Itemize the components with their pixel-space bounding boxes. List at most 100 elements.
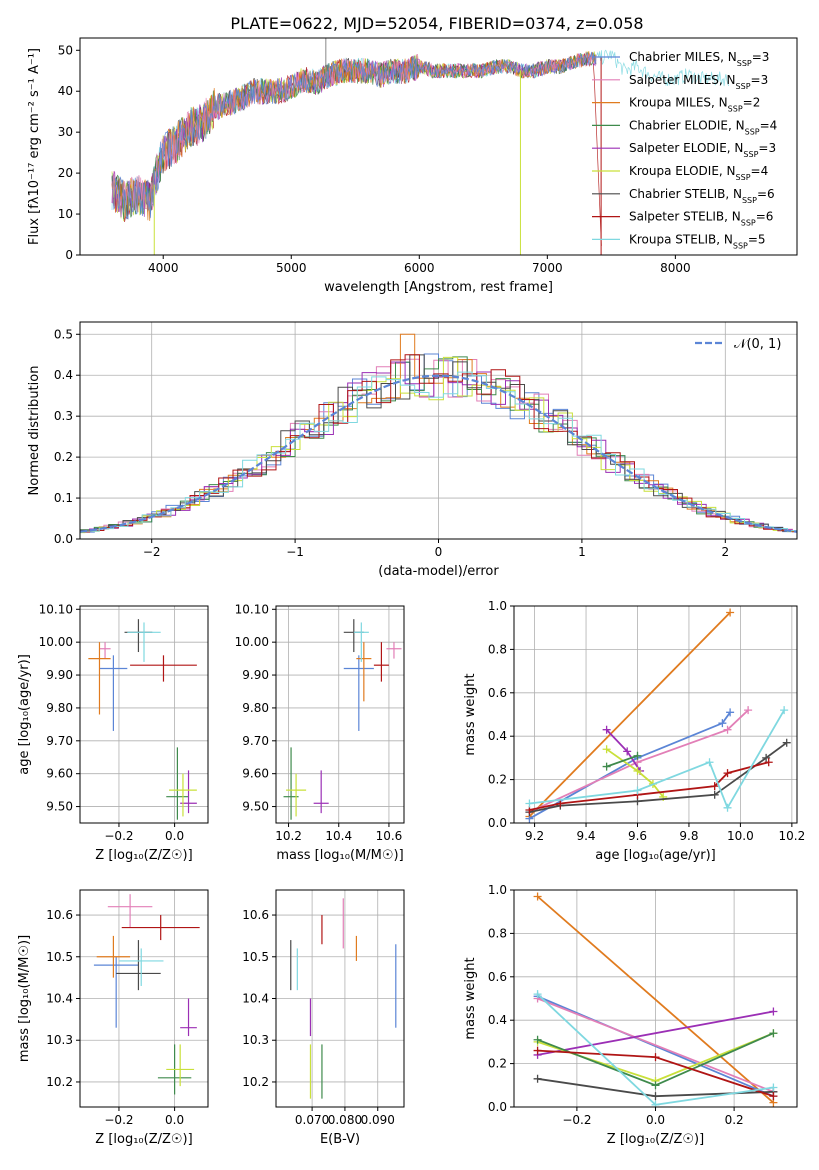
y-tick-label: 10 <box>58 207 73 221</box>
y-tick-label: 0.2 <box>54 450 73 464</box>
plot-area <box>79 333 798 534</box>
y-tick-label: 0.8 <box>488 642 507 656</box>
plot-area <box>88 619 197 820</box>
x-tick-label: 0 <box>435 545 443 559</box>
weight-marker-krou_stelib <box>633 786 642 795</box>
x-tick-label: 4000 <box>148 261 179 275</box>
weight-marker-krou_stelib <box>723 803 732 812</box>
x-axis-label: wavelength [Angstrom, rest frame] <box>324 280 553 295</box>
legend-label-salp_elodie: Salpeter ELODIE, NSSP=3 <box>629 141 776 159</box>
y-tick-label: 10.2 <box>242 1075 269 1089</box>
axes-frame <box>79 321 798 540</box>
y-tick-label: 9.90 <box>46 668 73 682</box>
x-tick-label: 0.0 <box>646 1113 665 1127</box>
weight-marker-krou_stelib <box>705 758 714 767</box>
x-tick-label: −2 <box>143 545 161 559</box>
y-tick-label: 0.0 <box>54 532 73 546</box>
x-tick-label: 0.080 <box>328 1113 362 1127</box>
y-tick-label: 10.3 <box>46 1033 73 1047</box>
x-axis-label: age [log₁₀(age/yr)] <box>595 848 716 863</box>
y-axis-label: mass weight <box>463 957 478 1039</box>
legend-label-chab_miles: Chabrier MILES, NSSP=3 <box>629 50 769 68</box>
y-tick-label: 30 <box>58 125 73 139</box>
x-tick-label: 8000 <box>660 261 691 275</box>
weight-marker-chab_stelib <box>533 1074 542 1083</box>
weight-marker-salp_miles <box>744 706 753 715</box>
weight-marker-salp_elodie <box>769 1007 778 1016</box>
weight-marker-chab_elodie <box>769 1029 778 1038</box>
weight-marker-salp_elodie <box>623 747 632 756</box>
y-tick-label: 10.10 <box>39 602 73 616</box>
legend-label-krou_elodie: Kroupa ELODIE, NSSP=4 <box>629 164 768 182</box>
y-tick-label: 0.5 <box>54 327 73 341</box>
legend-label-salp_miles: Salpeter MILES, NSSP=3 <box>629 73 768 91</box>
weight-marker-krou_stelib <box>780 706 789 715</box>
x-tick-label: 9.4 <box>576 829 595 843</box>
x-tick-label: 9.8 <box>679 829 698 843</box>
weight-marker-chab_miles <box>718 719 727 728</box>
weight-marker-krou_stelib <box>525 799 534 808</box>
weight-marker-chab_elodie <box>633 751 642 760</box>
legend-label-salp_stelib: Salpeter STELIB, NSSP=6 <box>629 210 773 228</box>
x-tick-label: 1 <box>578 545 586 559</box>
y-axis-label: mass weight <box>463 673 478 755</box>
y-tick-label: 0.2 <box>488 1057 507 1071</box>
weight-marker-salp_stelib <box>723 769 732 778</box>
weight-marker-krou_miles <box>533 892 542 901</box>
figure-title: PLATE=0622, MJD=52054, FIBERID=0374, z=0… <box>230 14 643 33</box>
weight-marker-chab_stelib <box>710 790 719 799</box>
weight-marker-salp_stelib <box>710 782 719 791</box>
weight-marker-salp_elodie <box>602 725 611 734</box>
y-tick-label: 9.90 <box>242 668 269 682</box>
y-tick-label: 0.4 <box>54 368 73 382</box>
y-tick-label: 10.4 <box>242 992 269 1006</box>
y-tick-label: 9.60 <box>242 767 269 781</box>
x-tick-label: 10.2 <box>778 829 805 843</box>
x-tick-label: 9.2 <box>525 829 544 843</box>
y-tick-label: 0.0 <box>488 816 507 830</box>
x-tick-label: 0.0 <box>165 1113 184 1127</box>
weight-line-krou_miles <box>528 611 731 818</box>
weight-marker-chab_miles <box>726 708 735 717</box>
weight-line-chab_stelib <box>529 741 788 813</box>
x-axis-label: E(B-V) <box>320 1132 360 1147</box>
y-tick-label: 10.4 <box>46 992 73 1006</box>
y-axis-label: Normed distribution <box>27 366 42 496</box>
y-tick-label: 10.6 <box>46 908 73 922</box>
legend-label-chab_elodie: Chabrier ELODIE, NSSP=4 <box>629 118 777 136</box>
x-tick-label: 6000 <box>404 261 435 275</box>
weight-line-salp_elodie <box>537 1010 774 1056</box>
plot-area <box>290 898 397 1099</box>
x-tick-label: 10.2 <box>275 829 302 843</box>
axes-frame <box>513 889 798 1108</box>
panel-mass_vs_Z: −0.2 0.0 10.2 10.3 10.4 10.5 10.6 Z [log₁₀(Z/Z☉… <box>17 889 209 1147</box>
weight-line-krou_elodie <box>606 748 664 798</box>
weight-line-krou_miles <box>537 895 774 1104</box>
axes-frame <box>275 889 405 1108</box>
weight-marker-salp_miles <box>723 725 732 734</box>
panel-spectrum: 4000 5000 6000 7000 8000 0 10 20 30 40 50 wavelengt… <box>27 37 798 295</box>
weight-marker-chab_stelib <box>782 738 791 747</box>
histogram-salp_miles <box>80 358 797 533</box>
panels: 4000 5000 6000 7000 800001020304050wavelengt… <box>17 37 805 1147</box>
legend-label-normal: 𝒩(0, 1) <box>734 337 781 352</box>
plot-area <box>111 38 729 255</box>
y-tick-label: 0.1 <box>54 491 73 505</box>
panel-residuals: −2 −1 0 1 2 0.0 0.1 0.2 0.3 0.4 0.5 (data-model)/er… <box>27 321 798 579</box>
y-tick-label: 0 <box>65 248 73 262</box>
x-tick-label: 5000 <box>276 261 307 275</box>
weight-line-salp_stelib <box>529 761 769 811</box>
weight-marker-krou_stelib <box>533 990 542 999</box>
weight-line-chab_miles <box>528 711 731 820</box>
panel-weight_vs_Z: −0.2 0.0 0.2 0.0 0.2 0.4 0.6 0.8 1.0 Z [log₁₀(Z/Z… <box>463 883 798 1147</box>
axes-frame <box>79 37 798 256</box>
x-axis-label: mass [log₁₀(M/M☉)] <box>276 848 403 863</box>
weight-marker-salp_stelib <box>556 799 565 808</box>
spectrum-line-chab_miles <box>111 51 597 220</box>
weight-marker-krou_miles <box>726 608 735 617</box>
x-tick-label: 10.0 <box>727 829 754 843</box>
x-tick-label: 0.0 <box>165 829 184 843</box>
y-tick-label: 0.4 <box>488 1013 507 1027</box>
